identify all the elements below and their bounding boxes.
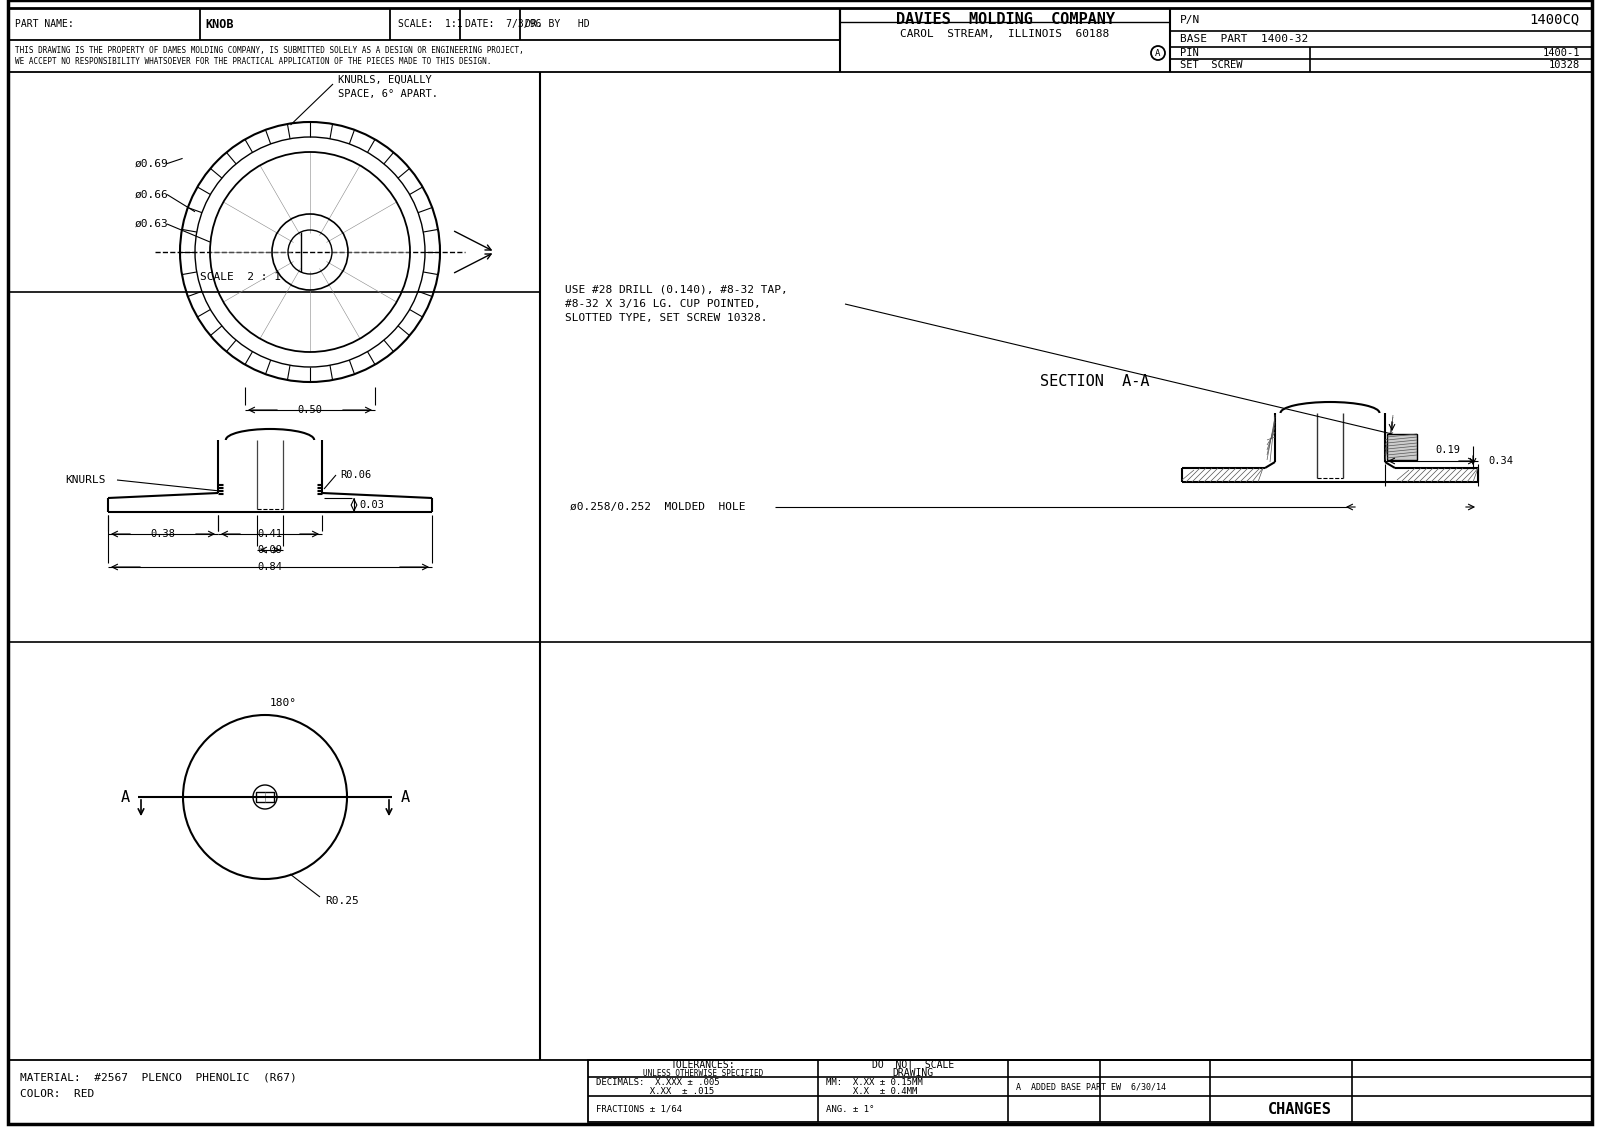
- Text: KNURLS: KNURLS: [66, 475, 106, 484]
- Text: PART NAME:: PART NAME:: [14, 19, 74, 29]
- Text: DAVIES  MOLDING  COMPANY: DAVIES MOLDING COMPANY: [896, 11, 1115, 26]
- Text: X.XX  ± .015: X.XX ± .015: [595, 1087, 714, 1096]
- Text: R0.06: R0.06: [339, 470, 371, 480]
- Text: R0.25: R0.25: [325, 897, 358, 906]
- Text: SLOTTED TYPE, SET SCREW 10328.: SLOTTED TYPE, SET SCREW 10328.: [565, 314, 768, 323]
- Text: ø0.66: ø0.66: [134, 189, 168, 199]
- Text: DRAWING: DRAWING: [893, 1069, 933, 1079]
- Text: SET  SCREW: SET SCREW: [1181, 60, 1243, 70]
- Text: A: A: [400, 789, 410, 805]
- Text: 0.09: 0.09: [258, 544, 283, 555]
- Text: A: A: [120, 789, 130, 805]
- Text: UNLESS OTHERWISE SPECIFIED: UNLESS OTHERWISE SPECIFIED: [643, 1069, 763, 1078]
- Text: 1400CQ: 1400CQ: [1530, 12, 1581, 26]
- Text: #8-32 X 3/16 LG. CUP POINTED,: #8-32 X 3/16 LG. CUP POINTED,: [565, 299, 760, 309]
- Text: 0.03: 0.03: [358, 500, 384, 511]
- Text: PIN: PIN: [1181, 48, 1198, 58]
- Text: A  ADDED BASE PART EW  6/30/14: A ADDED BASE PART EW 6/30/14: [1016, 1082, 1166, 1091]
- Text: P/N: P/N: [1181, 15, 1200, 25]
- Text: CHANGES: CHANGES: [1269, 1101, 1331, 1116]
- Text: DO  NOT  SCALE: DO NOT SCALE: [872, 1061, 954, 1071]
- Text: 0.19: 0.19: [1435, 445, 1459, 455]
- Text: ø0.63: ø0.63: [134, 218, 168, 229]
- Text: DATE:  7/3/96: DATE: 7/3/96: [466, 19, 541, 29]
- Text: A: A: [1155, 49, 1160, 58]
- Text: WE ACCEPT NO RESPONSIBILITY WHATSOEVER FOR THE PRACTICAL APPLICATION OF THE PIEC: WE ACCEPT NO RESPONSIBILITY WHATSOEVER F…: [14, 57, 491, 66]
- Text: BASE  PART  1400-32: BASE PART 1400-32: [1181, 34, 1309, 44]
- Text: 0.41: 0.41: [258, 529, 283, 539]
- Text: 10328: 10328: [1549, 60, 1581, 70]
- Text: 0.50: 0.50: [298, 405, 323, 415]
- Text: SPACE, 6° APART.: SPACE, 6° APART.: [338, 89, 438, 98]
- Text: ø0.258/0.252  MOLDED  HOLE: ø0.258/0.252 MOLDED HOLE: [570, 501, 746, 512]
- Text: KNURLS, EQUALLY: KNURLS, EQUALLY: [338, 75, 432, 85]
- Text: 0.38: 0.38: [150, 529, 176, 539]
- Bar: [1387, 434, 1418, 460]
- Text: X.X  ± 0.4MM: X.X ± 0.4MM: [826, 1087, 917, 1096]
- Bar: [256, 792, 274, 801]
- Text: COLOR:  RED: COLOR: RED: [19, 1089, 94, 1099]
- Text: DECIMALS:  X.XXX ± .005: DECIMALS: X.XXX ± .005: [595, 1078, 720, 1087]
- Text: MATERIAL:  #2567  PLENCO  PHENOLIC  (R67): MATERIAL: #2567 PLENCO PHENOLIC (R67): [19, 1072, 296, 1082]
- Text: FRACTIONS ± 1/64: FRACTIONS ± 1/64: [595, 1105, 682, 1114]
- Text: TOLERANCES:: TOLERANCES:: [670, 1061, 736, 1071]
- Text: DR. BY   HD: DR. BY HD: [525, 19, 590, 29]
- Text: 1400-1: 1400-1: [1542, 48, 1581, 58]
- Text: KNOB: KNOB: [205, 17, 234, 31]
- Text: ø0.69: ø0.69: [134, 158, 168, 169]
- Text: 0.34: 0.34: [1488, 456, 1514, 466]
- Text: ANG. ± 1°: ANG. ± 1°: [826, 1105, 874, 1114]
- Text: SCALE  2 : 1: SCALE 2 : 1: [200, 272, 282, 282]
- Text: SCALE:  1:1: SCALE: 1:1: [398, 19, 462, 29]
- Bar: [589, 1060, 1592, 1122]
- Text: CAROL  STREAM,  ILLINOIS  60188: CAROL STREAM, ILLINOIS 60188: [901, 29, 1110, 38]
- Text: 180°: 180°: [270, 698, 298, 708]
- Text: MM:  X.XX ± 0.15MM: MM: X.XX ± 0.15MM: [826, 1078, 923, 1087]
- Text: SECTION  A-A: SECTION A-A: [1040, 375, 1149, 389]
- Text: USE #28 DRILL (0.140), #8-32 TAP,: USE #28 DRILL (0.140), #8-32 TAP,: [565, 285, 787, 295]
- Text: THIS DRAWING IS THE PROPERTY OF DAMES MOLDING COMPANY, IS SUBMITTED SOLELY AS A : THIS DRAWING IS THE PROPERTY OF DAMES MO…: [14, 46, 523, 55]
- Text: 0.84: 0.84: [258, 561, 283, 572]
